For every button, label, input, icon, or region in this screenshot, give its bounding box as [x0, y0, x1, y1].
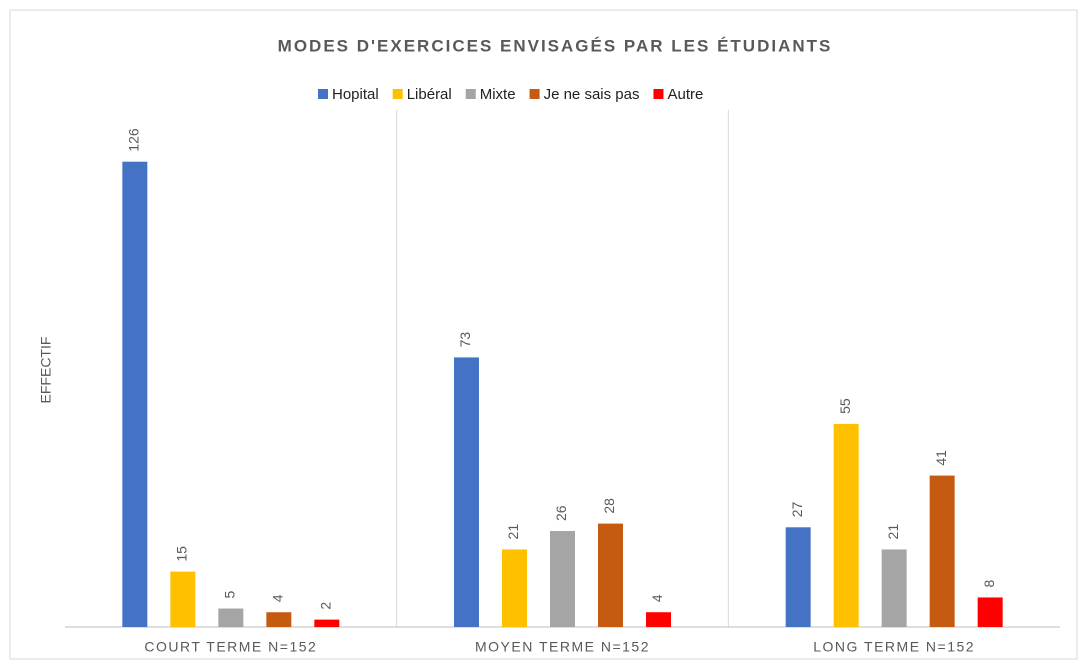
legend-label: Je ne sais pas [544, 86, 640, 103]
bar [977, 597, 1003, 627]
bar [122, 161, 148, 627]
data-label: 26 [553, 505, 569, 521]
x-tick-label: MOYEN TERME N=152 [475, 639, 650, 655]
bar [785, 527, 811, 627]
bar [929, 475, 955, 627]
data-label: 21 [505, 524, 521, 540]
legend-swatch [465, 89, 476, 99]
legend-label: Mixte [480, 86, 516, 103]
data-label: 21 [885, 524, 901, 540]
bar [218, 608, 244, 627]
bar [502, 549, 527, 627]
bar [454, 357, 479, 627]
legend-label: Autre [667, 86, 703, 103]
bar [646, 612, 671, 627]
data-label: 8 [981, 579, 997, 587]
x-tick-label: COURT TERME N=152 [144, 639, 317, 655]
data-label: 126 [126, 128, 142, 152]
data-label: 28 [601, 498, 617, 514]
legend-label: Hopital [332, 86, 379, 103]
legend-swatch [529, 89, 540, 99]
data-label: 4 [649, 594, 665, 602]
bar [881, 549, 907, 627]
data-label: 2 [318, 602, 334, 610]
bar [550, 530, 575, 627]
legend-label: Libéral [407, 86, 452, 103]
data-label: 27 [789, 502, 805, 518]
y-axis-label: EFFECTIF [38, 337, 54, 404]
bar [170, 571, 196, 627]
data-label: 41 [933, 450, 949, 466]
data-label: 4 [270, 594, 286, 602]
bar [833, 423, 859, 627]
data-label: 73 [457, 332, 473, 348]
data-label: 15 [174, 546, 190, 562]
chart-border [9, 9, 1078, 660]
data-label: 5 [222, 591, 238, 599]
legend-swatch [392, 89, 403, 99]
bar [598, 523, 623, 627]
legend-swatch [318, 89, 328, 99]
legend-swatch [653, 89, 664, 99]
chart-title: MODES D'EXERCICES ENVISAGÉS PAR LES ÉTUD… [278, 36, 833, 55]
x-tick-label: LONG TERME N=152 [813, 639, 975, 655]
data-label: 55 [837, 398, 853, 414]
bar [314, 619, 340, 627]
bar [266, 612, 292, 627]
